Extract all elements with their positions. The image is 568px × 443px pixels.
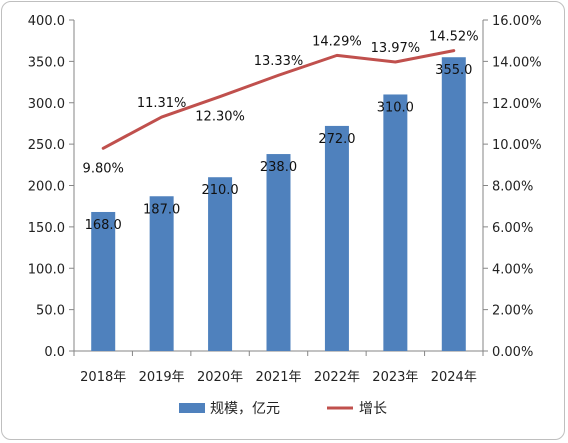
bar [324, 125, 349, 351]
axes-layer: 0.0 50.0 100.0 150.0 200.0 250.0 300.0 350.0 400… [28, 14, 542, 385]
legend-bar-swatch [179, 403, 205, 413]
bar-data-label: 238.0 [260, 160, 297, 175]
right-tick-label: 0.00% [492, 345, 533, 360]
labels-layer: 168.0 187.0 210.0 238.0 272.0 310.0 355.0 9.80%… [83, 30, 479, 233]
right-tick-label: 14.00% [492, 55, 542, 70]
bars-layer [91, 57, 466, 352]
right-tick-label: 2.00% [492, 304, 533, 319]
right-tick-label: 16.00% [492, 14, 542, 29]
x-tick-label: 2024年 [431, 370, 477, 385]
right-tick-label: 6.00% [492, 221, 533, 236]
x-tick-label: 2022年 [314, 370, 360, 385]
bar [208, 177, 233, 351]
left-tick-label: 350.0 [28, 55, 65, 70]
line-data-label: 13.33% [254, 54, 304, 69]
bar [91, 211, 116, 351]
left-tick-label: 150.0 [28, 221, 65, 236]
right-tick-label: 12.00% [492, 97, 542, 112]
left-tick-label: 250.0 [28, 138, 65, 153]
left-tick-label: 0.0 [44, 345, 65, 360]
right-tick-label: 4.00% [492, 262, 533, 277]
line-data-label: 14.52% [429, 30, 479, 45]
bar-data-label: 187.0 [143, 202, 180, 217]
bar [383, 94, 408, 351]
bar-data-label: 355.0 [435, 63, 472, 78]
bar-data-label: 310.0 [377, 100, 414, 115]
legend-bar-label: 规模，亿元 [210, 401, 280, 417]
bar [149, 196, 174, 351]
line-data-label: 11.31% [137, 96, 187, 111]
x-tick-label: 2023年 [372, 370, 418, 385]
left-tick-label: 100.0 [28, 262, 65, 277]
left-tick-label: 50.0 [36, 304, 65, 319]
bar-data-label: 272.0 [318, 132, 355, 147]
growth-line [101, 49, 456, 150]
legend-line-label: 增长 [359, 401, 387, 417]
x-tick-label: 2019年 [139, 370, 185, 385]
bar [441, 57, 466, 352]
x-tick-label: 2018年 [80, 370, 126, 385]
line-data-label: 14.29% [312, 34, 362, 49]
line-layer [101, 49, 456, 150]
right-tick-label: 8.00% [492, 180, 533, 195]
x-tick-label: 2021年 [255, 370, 301, 385]
left-tick-label: 300.0 [28, 97, 65, 112]
left-tick-label: 200.0 [28, 180, 65, 195]
right-tick-label: 10.00% [492, 138, 542, 153]
legend: 规模，亿元 增长 [179, 401, 387, 417]
line-data-label: 12.30% [195, 110, 245, 125]
left-tick-label: 400.0 [28, 14, 65, 29]
bar-data-label: 168.0 [85, 218, 122, 233]
bar [266, 154, 291, 351]
x-tick-label: 2020年 [197, 370, 243, 385]
line-data-label: 9.80% [83, 161, 124, 176]
line-data-label: 13.97% [371, 41, 421, 56]
bar-data-label: 210.0 [201, 183, 238, 198]
